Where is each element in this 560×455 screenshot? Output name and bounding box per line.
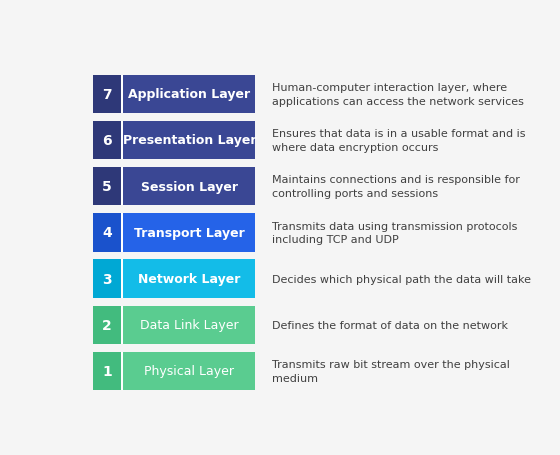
- Text: Decides which physical path the data will take: Decides which physical path the data wil…: [272, 274, 531, 284]
- Text: Transmits data using transmission protocols
including TCP and UDP: Transmits data using transmission protoc…: [272, 221, 517, 245]
- Bar: [121, 306, 123, 344]
- Bar: [121, 214, 123, 252]
- Text: 3: 3: [102, 272, 112, 286]
- FancyBboxPatch shape: [94, 214, 121, 252]
- Text: 6: 6: [102, 134, 112, 147]
- Text: 1: 1: [102, 364, 112, 378]
- FancyBboxPatch shape: [123, 214, 255, 252]
- FancyBboxPatch shape: [94, 306, 121, 344]
- Text: Network Layer: Network Layer: [138, 273, 241, 285]
- FancyBboxPatch shape: [94, 121, 121, 160]
- FancyBboxPatch shape: [94, 260, 121, 298]
- Bar: [121, 352, 123, 390]
- Bar: [121, 121, 123, 160]
- FancyBboxPatch shape: [94, 167, 121, 206]
- FancyBboxPatch shape: [123, 260, 255, 298]
- Bar: [121, 167, 123, 206]
- Text: Ensures that data is in a usable format and is
where data encryption occurs: Ensures that data is in a usable format …: [272, 129, 526, 152]
- FancyBboxPatch shape: [94, 76, 121, 114]
- Text: 7: 7: [102, 87, 112, 101]
- Text: 5: 5: [102, 180, 112, 194]
- Bar: [121, 260, 123, 298]
- FancyBboxPatch shape: [94, 352, 121, 390]
- Text: Application Layer: Application Layer: [128, 88, 250, 101]
- FancyBboxPatch shape: [123, 306, 255, 344]
- Text: Physical Layer: Physical Layer: [144, 364, 234, 378]
- Text: Maintains connections and is responsible for
controlling ports and sessions: Maintains connections and is responsible…: [272, 175, 520, 198]
- Text: 4: 4: [102, 226, 112, 240]
- Text: 2: 2: [102, 318, 112, 332]
- Text: Data Link Layer: Data Link Layer: [140, 318, 239, 332]
- FancyBboxPatch shape: [123, 167, 255, 206]
- Text: Transmits raw bit stream over the physical
medium: Transmits raw bit stream over the physic…: [272, 359, 510, 383]
- FancyBboxPatch shape: [123, 352, 255, 390]
- Text: Presentation Layer: Presentation Layer: [123, 134, 256, 147]
- Text: Transport Layer: Transport Layer: [134, 226, 245, 239]
- Text: Defines the format of data on the network: Defines the format of data on the networ…: [272, 320, 508, 330]
- FancyBboxPatch shape: [123, 76, 255, 114]
- Text: Session Layer: Session Layer: [141, 180, 238, 193]
- FancyBboxPatch shape: [123, 121, 255, 160]
- Text: Human-computer interaction layer, where
applications can access the network serv: Human-computer interaction layer, where …: [272, 83, 524, 106]
- Bar: [121, 76, 123, 114]
